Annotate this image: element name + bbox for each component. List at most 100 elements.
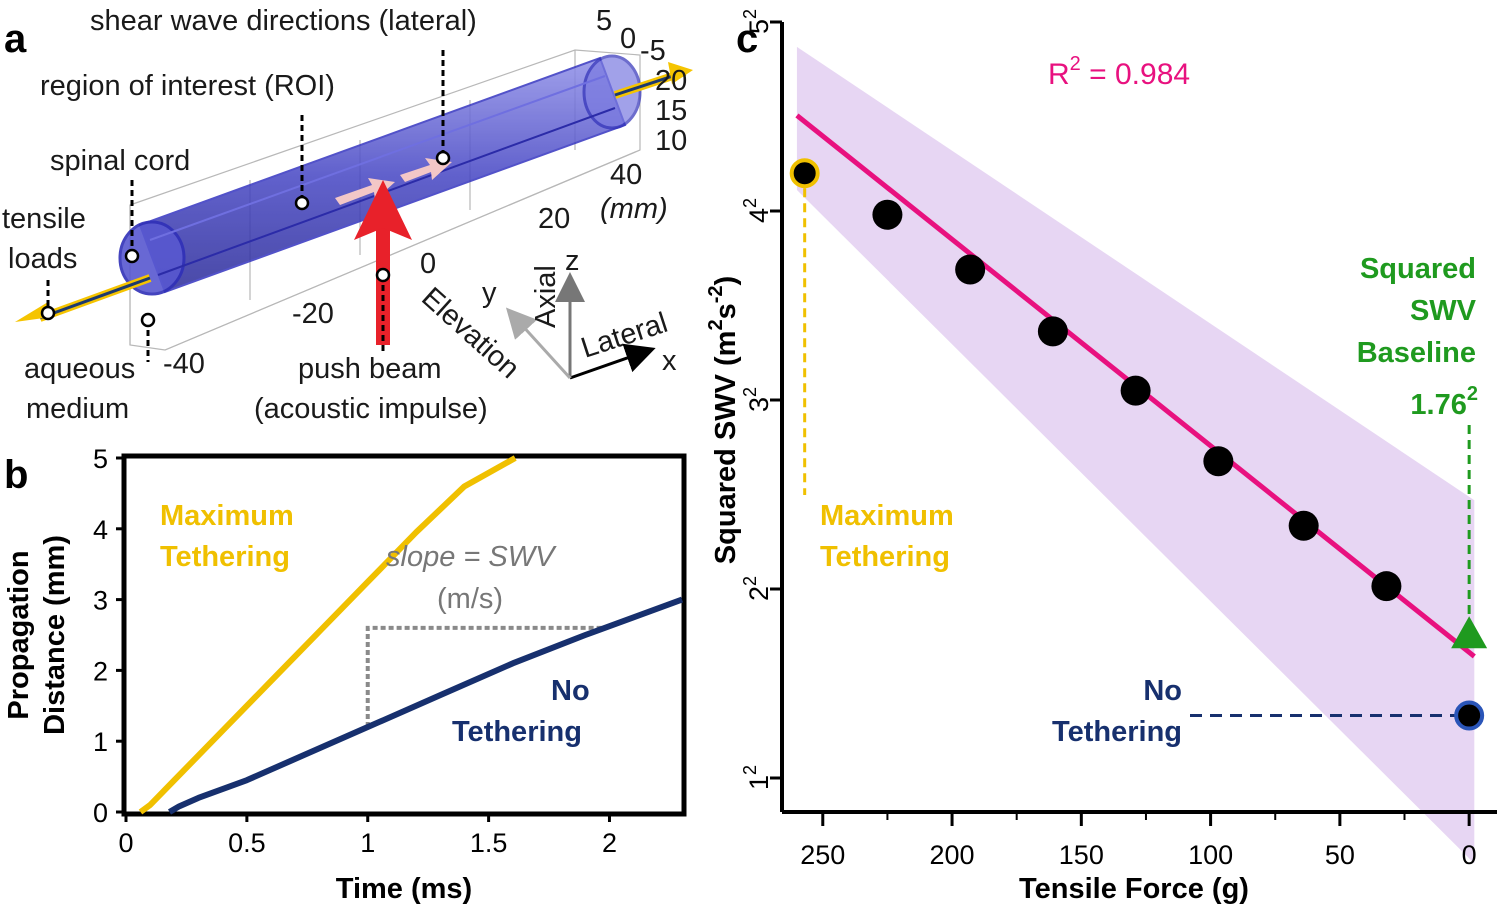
c-xtick-label: 50 <box>1325 840 1355 870</box>
data-point <box>1203 446 1234 477</box>
axis-letter-x: x <box>662 345 677 377</box>
label-loads: loads <box>8 243 77 275</box>
c-xtick-label: 200 <box>930 840 975 870</box>
no-tethering-point <box>1454 700 1485 731</box>
data-point <box>1037 316 1068 347</box>
label-baseline-1: Squared <box>1360 253 1476 285</box>
label-c-max2: Tethering <box>820 541 950 573</box>
data-point <box>1371 571 1402 602</box>
no-tethering-line <box>167 596 684 815</box>
slope-annotation <box>365 625 603 728</box>
callout-dots <box>40 150 451 328</box>
data-point <box>1288 510 1319 541</box>
tick-height-0: 10 <box>655 125 687 157</box>
axis-label-lateral: Lateral <box>577 307 671 365</box>
label-c-no2: Tethering <box>1052 716 1182 748</box>
data-point <box>955 254 986 285</box>
c-ytick-label: 32 <box>740 387 774 412</box>
b-ytick-label: 4 <box>93 515 108 545</box>
panel-a-letter: a <box>4 17 27 61</box>
r-squared-label: R2 = 0.984 <box>1048 53 1190 91</box>
c-xtick-label: 150 <box>1059 840 1104 870</box>
b-ytick-label: 5 <box>93 444 108 474</box>
slope-triangle <box>365 625 603 728</box>
tick-depth-0: 5 <box>596 5 612 37</box>
axis-label-axial: Axial <box>530 265 562 328</box>
data-point <box>872 199 903 230</box>
b-ytick-label: 3 <box>93 586 108 616</box>
label-c-no1: No <box>1143 675 1182 707</box>
panel-b-frame <box>121 453 687 817</box>
b-ytick-label: 0 <box>93 798 108 828</box>
label-b-no2: Tethering <box>452 716 582 748</box>
tick-depth-2: -5 <box>640 35 666 67</box>
tick-length-1: -20 <box>292 298 334 330</box>
tensile-load-arrows <box>15 62 693 322</box>
label-tensile: tensile <box>2 203 86 235</box>
b-xtick-label: 1 <box>360 828 375 858</box>
panel-c-yticks: 12 22 32 42 52 <box>740 9 782 790</box>
label-roi: region of interest (ROI) <box>40 70 335 102</box>
panel-c-letter: c <box>736 17 758 61</box>
panel-a: a <box>2 5 693 425</box>
axis-letter-z: z <box>565 245 580 277</box>
tick-height-2: 20 <box>655 65 687 97</box>
label-baseline-value: 1.762 <box>1410 383 1478 421</box>
panel-b-ylabel-1: Propagation <box>3 550 35 719</box>
c-xtick-label: 250 <box>800 840 845 870</box>
label-baseline-3: Baseline <box>1357 337 1476 369</box>
label-aqueous: aqueous <box>24 353 135 385</box>
baseline-triangle <box>1451 616 1488 649</box>
c-xtick-label: 100 <box>1188 840 1233 870</box>
guide-lines <box>803 173 1471 718</box>
tick-height-1: 15 <box>655 95 687 127</box>
callout-pins <box>46 50 445 362</box>
c-ytick-label: 42 <box>740 198 774 223</box>
label-shear-directions: shear wave directions (lateral) <box>90 5 477 37</box>
panel-c-points <box>789 158 1488 731</box>
b-xtick-label: 0 <box>118 828 133 858</box>
label-b-max2: Tethering <box>160 541 290 573</box>
panel-b-yticks: 0 1 2 3 4 5 <box>93 444 126 828</box>
c-ytick-label: 52 <box>740 9 774 34</box>
panel-b-xlabel: Time (ms) <box>336 873 472 905</box>
tick-length-3: 20 <box>538 203 570 235</box>
panel-b-ylabel-2: Distance (mm) <box>39 535 71 735</box>
label-b-no1: No <box>551 675 590 707</box>
maximum-tethering-line <box>138 455 517 815</box>
spinal-cord-cylinder <box>118 54 642 296</box>
b-xtick-label: 1.5 <box>470 828 508 858</box>
c-ytick-label: 22 <box>740 576 774 601</box>
panel-c-xticks: 250 200 150 100 50 0 <box>800 812 1477 870</box>
panel-c-xlabel: Tensile Force (g) <box>1019 873 1249 905</box>
slope-annotation-unit: (m/s) <box>437 583 503 615</box>
label-push-beam: push beam <box>298 353 442 385</box>
slope-annotation-text: slope = SWV <box>386 541 557 573</box>
b-xtick-label: 0.5 <box>228 828 266 858</box>
tick-length-2: 0 <box>420 248 436 280</box>
label-baseline-2: SWV <box>1410 295 1477 327</box>
data-point <box>1120 375 1151 406</box>
panel-c-ylabel: Squared SWV (m2s-2) <box>705 276 742 564</box>
tick-length-0: -40 <box>163 348 205 380</box>
panel-b-letter: b <box>4 453 28 497</box>
panel-b-xticks: 0 0.5 1 1.5 2 <box>118 812 617 858</box>
label-acoustic-impulse: (acoustic impulse) <box>254 393 488 425</box>
b-ytick-label: 1 <box>93 727 108 757</box>
label-medium: medium <box>26 393 129 425</box>
panel-b-series <box>138 455 684 815</box>
label-spinal-cord: spinal cord <box>50 145 190 177</box>
c-xtick-label: 0 <box>1462 840 1477 870</box>
b-xtick-label: 2 <box>602 828 617 858</box>
label-mm-unit: (mm) <box>600 193 668 225</box>
axis-letter-y: y <box>482 277 497 309</box>
tick-length-4: 40 <box>610 159 642 191</box>
label-b-max1: Maximum <box>160 500 294 532</box>
tick-depth-1: 0 <box>620 23 636 55</box>
b-ytick-label: 2 <box>93 656 108 686</box>
label-c-max1: Maximum <box>820 500 954 532</box>
max-tethering-point <box>789 158 820 189</box>
